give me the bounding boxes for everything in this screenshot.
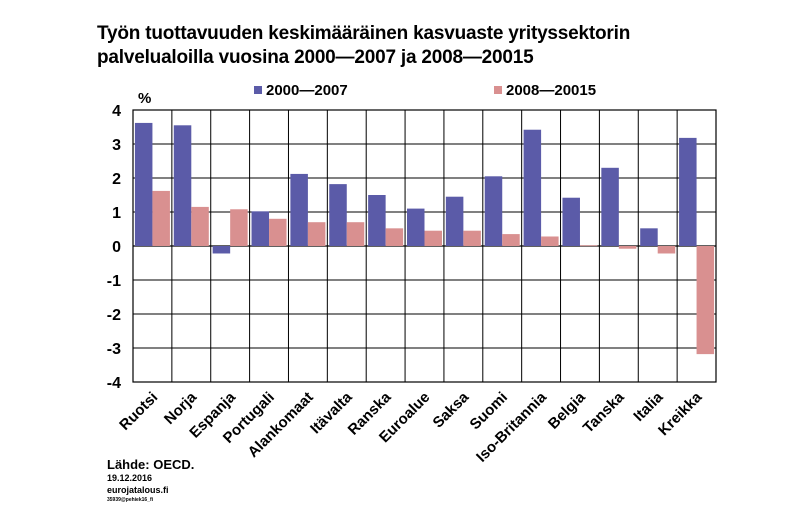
bar-series-2 [385,228,404,246]
y-tick-label: -2 [107,307,121,324]
y-tick-label: -4 [107,375,121,392]
y-tick-label: -1 [107,273,121,290]
legend-swatch [494,86,502,94]
legend-swatch [254,86,262,94]
bar-series-2 [269,218,287,246]
bar-series-1 [212,246,231,254]
bar-series-1 [407,208,425,246]
chart-title-line-1: Työn tuottavuuden keskimääräinen kasvuas… [97,23,631,44]
bar-series-2 [307,222,326,246]
bar-series-2 [502,234,520,246]
bar-series-2 [657,246,676,254]
y-tick-label: 1 [112,205,121,222]
y-tick-label: -3 [107,341,121,358]
gridlines [133,109,716,383]
x-tick-labels: Ruotsi NorjaEspanjaPortugaliAlankomaatItä… [116,388,706,465]
bar-series-2 [463,230,481,246]
bar-series-1 [368,195,386,246]
source-site: eurojatalous.fi [107,485,169,495]
bar-series-1 [601,167,619,246]
bar-series-1 [251,211,270,246]
bar-series-1 [134,122,153,246]
x-tick-label: Saksa [430,388,473,431]
bar-series-1 [290,173,308,246]
plot-border [132,109,717,383]
chart-title: Työn tuottavuuden keskimääräinen kasvuas… [97,22,737,70]
bars [134,122,715,355]
y-axis-label: % [138,90,151,107]
x-tick-label: Ruotsi [116,389,161,434]
bar-series-2 [424,230,442,246]
bar-series-2 [618,246,637,249]
chart-title-line-2: palvelualoilla vuosina 2000—2007 ja 2008… [97,47,534,68]
bar-series-2 [346,222,365,246]
bar-series-1 [523,129,542,246]
y-tick-labels: 4 3 2 1 0 -1 -2 -3 -4 [107,103,121,392]
bar-series-2 [541,236,559,246]
bar-series-2 [579,245,598,247]
bar-series-2 [230,209,248,246]
bar-series-1 [173,125,192,246]
source-date: 19.12.2016 [107,473,153,483]
legend: 2000—2007 2008—20015 [254,82,596,99]
source-label: Lähde: OECD. [107,457,195,472]
source-block: Lähde: OECD. 19.12.2016 eurojatalous.fi … [107,458,194,503]
x-tick-label: Tanska [580,388,628,436]
bar-series-2 [696,246,715,355]
y-tick-label: 0 [112,239,121,256]
bar-series-1 [640,228,658,246]
bar-series-1 [329,184,347,246]
plot-frame [132,109,717,383]
y-tick-label: 2 [112,171,121,188]
bar-series-1 [679,137,697,246]
bar-series-1 [562,197,580,246]
bar-series-1 [445,196,464,246]
bar-series-2 [191,206,209,246]
y-tick-label: 4 [112,103,121,120]
bar-series-1 [484,176,503,246]
y-tick-label: 3 [112,137,121,154]
x-tick-label: Kreikka [655,388,706,439]
legend-label: 2000—2007 [266,82,348,99]
legend-label: 2008—20015 [506,82,596,99]
bar-series-2 [152,190,170,246]
source-code: 35939@pehiek16_fi [107,497,154,503]
